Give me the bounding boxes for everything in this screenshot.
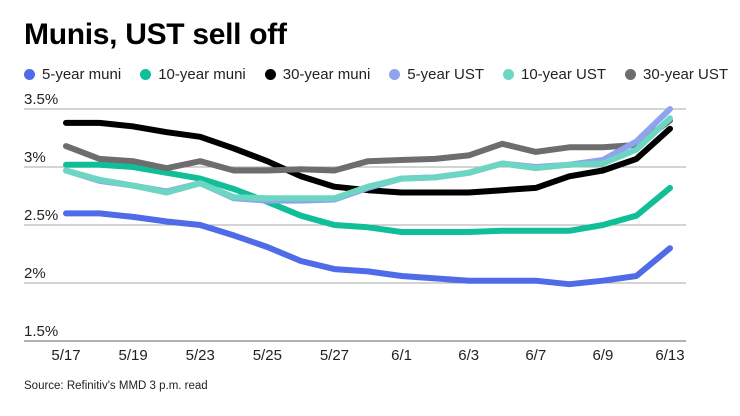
legend-item-30yr-ust: 30-year UST <box>625 66 728 83</box>
legend-dot-icon <box>140 69 152 80</box>
chart-title: Munis, UST sell off <box>24 18 287 51</box>
legend-label: 30-year UST <box>643 66 729 83</box>
y-tick-label: 3% <box>24 149 46 166</box>
y-tick-label: 2% <box>24 265 46 282</box>
legend-item-10yr-muni: 10-year muni <box>140 66 246 83</box>
x-tick-label: 6/9 <box>592 347 613 364</box>
x-tick-label: 6/7 <box>525 347 546 364</box>
series-line-10-year-ust <box>63 115 673 202</box>
series-line-10-year-muni <box>63 161 673 235</box>
legend-item-5yr-muni: 5-year muni <box>24 66 121 83</box>
legend-label: 30-year muni <box>282 66 371 83</box>
chart-legend: 5-year muni 10-year muni 30-year muni 5-… <box>24 66 740 83</box>
series-line-30-year-ust <box>63 117 673 174</box>
legend-dot-icon <box>24 69 35 80</box>
source-note: Source: Refinitiv's MMD 3 p.m. read <box>24 380 208 392</box>
legend-item-10yr-ust: 10-year UST <box>502 66 607 83</box>
y-tick-label: 3.5% <box>24 91 58 108</box>
legend-dot-icon <box>502 69 514 80</box>
x-tick-label: 5/23 <box>186 347 215 364</box>
legend-item-5yr-ust: 5-year UST <box>389 66 484 83</box>
x-tick-label: 5/27 <box>320 347 349 364</box>
series-line-5-year-muni <box>63 210 673 288</box>
legend-dot-icon <box>264 69 276 80</box>
legend-item-30yr-muni: 30-year muni <box>264 66 371 83</box>
legend-label: 5-year muni <box>42 66 122 83</box>
legend-dot-icon <box>625 69 637 80</box>
x-tick-label: 5/19 <box>119 347 148 364</box>
x-tick-label: 5/17 <box>51 347 80 364</box>
x-tick-label: 6/1 <box>391 347 412 364</box>
x-tick-label: 6/3 <box>458 347 479 364</box>
legend-label: 5-year UST <box>407 66 484 83</box>
legend-label: 10-year UST <box>520 66 607 83</box>
x-tick-label: 6/13 <box>655 347 684 364</box>
y-tick-label: 1.5% <box>24 323 58 340</box>
x-tick-label: 5/25 <box>253 347 282 364</box>
legend-label: 10-year muni <box>158 66 246 83</box>
series-line-30-year-muni <box>63 119 673 196</box>
legend-dot-icon <box>389 69 401 80</box>
y-tick-label: 2.5% <box>24 207 58 224</box>
